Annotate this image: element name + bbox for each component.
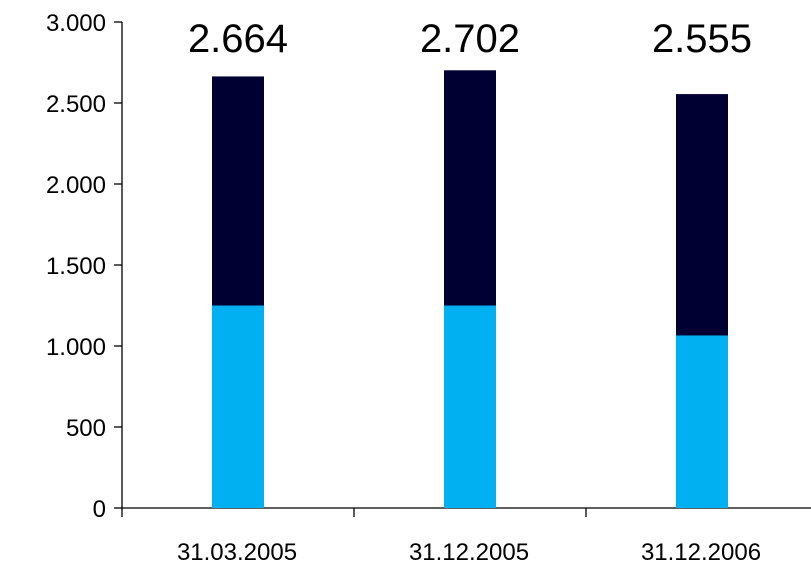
- x-tick-label: 31.12.2006: [641, 539, 761, 566]
- bar-total-label: 2.664: [188, 17, 288, 61]
- y-tick-label: 2.000: [46, 172, 106, 199]
- y-tick-label: 1.000: [46, 334, 106, 361]
- x-tick-label: 31.03.2005: [177, 539, 297, 566]
- bar-segment-series1: [676, 335, 728, 508]
- y-tick-label: 1.500: [46, 253, 106, 280]
- y-axis: 0 500 1.000 1.500 2.000 2.500 3.000: [46, 10, 123, 523]
- bar-segment-series1: [444, 305, 496, 508]
- y-tick-label: 0: [93, 496, 106, 523]
- bar-segment-series2: [212, 76, 264, 306]
- y-tick-label: 3.000: [46, 10, 106, 37]
- x-axis: 31.03.2005 31.12.2005 31.12.2006: [121, 507, 811, 566]
- bar-total-label: 2.555: [652, 17, 752, 61]
- total-labels: 2.664 2.702 2.555: [188, 17, 752, 61]
- bar-total-label: 2.702: [420, 17, 520, 61]
- y-tick-label: 2.500: [46, 91, 106, 118]
- bar-segment-series2: [676, 94, 728, 336]
- y-tick-label: 500: [66, 415, 106, 442]
- bar-segment-series2: [444, 70, 496, 306]
- bar-segment-series1: [212, 305, 264, 508]
- bars: [212, 70, 728, 508]
- x-tick-label: 31.12.2005: [409, 539, 529, 566]
